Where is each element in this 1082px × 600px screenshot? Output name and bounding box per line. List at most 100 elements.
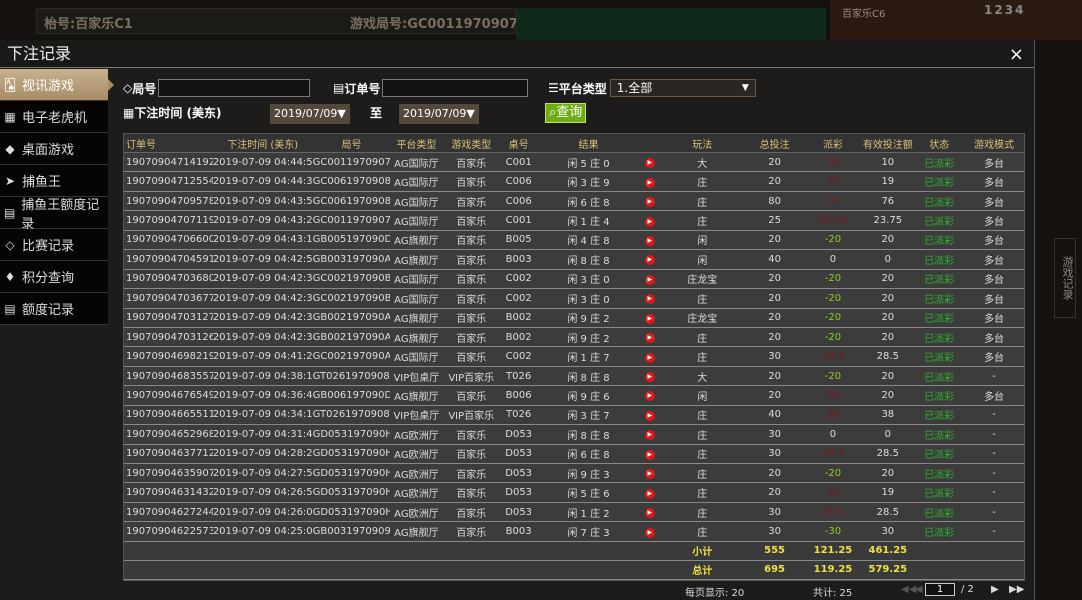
table-cell: 闲 7 庄 3 [567, 528, 610, 540]
table-cell: 2019-07-09 04:43:54 [212, 195, 313, 207]
sidebar-item-4[interactable]: ▤ 捕鱼王额度记录 [0, 197, 108, 232]
table-row[interactable]: 190709047036770 2019-07-09 04:42:38 GC0021… [124, 289, 1024, 309]
game-record-tab[interactable]: 游戏记录 [1054, 238, 1076, 318]
table-row[interactable]: 190709046982192 2019-07-09 04:41:29 GC0021… [124, 347, 1024, 367]
sidebar-item-label: 捕鱼王 [22, 175, 62, 190]
table-cell: GC002197090B0 [312, 273, 391, 285]
sidebar-item-5[interactable]: ◇ 比赛记录 [0, 229, 108, 261]
first-page-icon[interactable]: ◀◀ [901, 584, 917, 595]
table-row[interactable]: 190709046377128 2019-07-09 04:28:22 GD0531… [124, 444, 1024, 464]
table-cell: 190709047095789 [126, 195, 213, 207]
table-cell: 庄 [697, 411, 708, 423]
play-video-icon[interactable]: ▶ [644, 527, 655, 538]
sidebar-item-6[interactable]: ♦ 积分查询 [0, 261, 108, 293]
table-cell: - [992, 370, 996, 382]
table-cell: 百家乐 [456, 508, 487, 520]
right-panel [1035, 40, 1082, 600]
platform-select[interactable]: 1.全部 ▼ [609, 79, 756, 97]
table-row[interactable]: 190709046225730 2019-07-09 04:25:07 GB0031… [124, 522, 1024, 542]
table-cell: 2019-07-09 04:41:29 [212, 351, 313, 363]
table-row[interactable]: 190709046359079 2019-07-09 04:27:56 GD0531… [124, 464, 1024, 484]
table-cell: AG旗舰厅 [394, 391, 439, 403]
sidebar-item-1[interactable]: ▦ 电子老虎机 [0, 101, 108, 133]
sidebar-item-2[interactable]: ◆ 桌面游戏 [0, 133, 108, 165]
play-video-icon[interactable]: ▶ [644, 294, 655, 305]
table-row[interactable]: 190709047045919 2019-07-09 04:42:54 GB0031… [124, 250, 1024, 270]
prev-page-icon[interactable]: ◀ [915, 584, 923, 595]
table-cell: 百家乐 [456, 314, 487, 326]
table-cell: 已派彩 [924, 197, 955, 209]
table-cell: 闲 6 庄 8 [567, 450, 610, 462]
table-row[interactable]: 190709046655119 2019-07-09 04:34:18 GT0261… [124, 405, 1024, 426]
last-page-icon[interactable]: ▶▶ [1009, 584, 1025, 595]
play-video-icon[interactable]: ▶ [644, 274, 655, 285]
dice-icon: ◆ [5, 141, 15, 156]
table-row[interactable]: 190709046765494 2019-07-09 04:36:42 GB0061… [124, 386, 1024, 406]
play-video-icon[interactable]: ▶ [644, 158, 655, 169]
table-row[interactable]: 190709047125548 2019-07-09 04:44:37 GC0061… [124, 172, 1024, 192]
list-icon: ☰ [548, 81, 559, 95]
play-video-icon[interactable]: ▶ [644, 410, 655, 421]
play-video-icon[interactable]: ▶ [644, 391, 655, 402]
table-row[interactable]: 190709046314329 2019-07-09 04:26:54 GD0531… [124, 483, 1024, 503]
next-page-icon[interactable]: ▶ [991, 584, 999, 595]
play-video-icon[interactable]: ▶ [644, 235, 655, 246]
table-row[interactable]: 190709047071190 2019-07-09 04:43:22 GC0011… [124, 211, 1024, 231]
fish-icon: ➤ [4, 173, 16, 188]
replay-cell: ▶ [640, 351, 660, 363]
table-row[interactable]: 190709046835572 2019-07-09 04:38:13 GT0261… [124, 366, 1024, 387]
play-video-icon[interactable]: ▶ [644, 449, 655, 460]
play-video-icon[interactable]: ▶ [644, 216, 655, 227]
page-input[interactable]: 1 [925, 583, 955, 596]
table-cell: 20 [768, 273, 781, 285]
replay-cell: ▶ [640, 312, 660, 324]
play-video-icon[interactable]: ▶ [644, 469, 655, 480]
per-page: 每页显示: 20 [685, 588, 745, 599]
table-cell: - [992, 526, 996, 538]
total-row: 总计 695 119.25 579.25 [124, 560, 1024, 580]
table-cell: 庄 [697, 469, 708, 481]
table-cell: - [992, 409, 996, 421]
close-icon[interactable]: × [1008, 44, 1024, 65]
table-row[interactable]: 190709046272440 2019-07-09 04:26:04 GD0531… [124, 502, 1024, 523]
play-video-icon[interactable]: ▶ [644, 333, 655, 344]
play-video-icon[interactable]: ▶ [644, 430, 655, 441]
search-button[interactable]: ⌕ 查询 [545, 103, 587, 123]
play-video-icon[interactable]: ▶ [644, 352, 655, 363]
sidebar-item-label: 桌面游戏 [22, 143, 75, 158]
play-video-icon[interactable]: ▶ [644, 488, 655, 499]
road-numbers[interactable]: 1234 [984, 3, 1026, 17]
table-row[interactable]: 190709047141923 2019-07-09 04:44:55 GC0011… [124, 153, 1024, 173]
table-cell: 百家乐 [456, 236, 487, 248]
table-row[interactable]: 190709047031277 2019-07-09 04:42:30 GB0021… [124, 308, 1024, 328]
play-video-icon[interactable]: ▶ [644, 177, 655, 188]
table-row[interactable]: 190709047031269 2019-07-09 04:42:30 GB0021… [124, 327, 1024, 348]
total-valid: 579.25 [868, 564, 908, 576]
sidebar-item-3[interactable]: ➤ 捕鱼王 [0, 165, 108, 197]
play-video-icon[interactable]: ▶ [644, 372, 655, 383]
table-row[interactable]: 190709047036803 2019-07-09 04:42:38 GC0021… [124, 269, 1024, 290]
order-input[interactable] [382, 79, 529, 97]
table-row[interactable]: 190709047095789 2019-07-09 04:43:54 GC0061… [124, 191, 1024, 212]
play-video-icon[interactable]: ▶ [644, 313, 655, 324]
date-from[interactable]: 2019/07/09 ▼ [270, 104, 350, 124]
table-cell: 28.5 [821, 506, 845, 518]
play-video-icon[interactable]: ▶ [644, 508, 655, 519]
date-to[interactable]: 2019/07/09 ▼ [399, 104, 479, 124]
table-cell: -20 [824, 467, 842, 479]
sidebar-item-7[interactable]: ▤ 额度记录 [0, 293, 108, 325]
play-video-icon[interactable]: ▶ [644, 255, 655, 266]
sidebar-item-label: 视讯游戏 [22, 79, 75, 94]
table-cell: D053 [505, 506, 533, 518]
round-input[interactable] [158, 79, 311, 97]
table-cell: 19 [826, 176, 840, 188]
table-row[interactable]: 190709046529680 2019-07-09 04:31:42 GD0531… [124, 425, 1024, 445]
play-video-icon[interactable]: ▶ [644, 197, 655, 208]
table-row[interactable]: 190709047066005 2019-07-09 04:43:13 GB0051… [124, 230, 1024, 251]
table-cell: GB0031970909G [312, 526, 391, 538]
table-cell: 10 [826, 156, 840, 168]
table-cell: 多台 [984, 217, 1005, 229]
table-cell: 20 [768, 370, 781, 382]
column-header: 派彩 [822, 139, 843, 151]
sidebar-item-0[interactable]: 🂡 视讯游戏 [0, 69, 114, 101]
